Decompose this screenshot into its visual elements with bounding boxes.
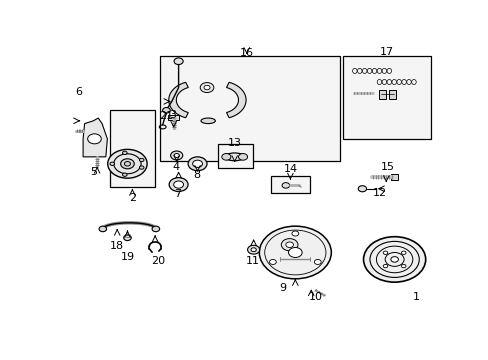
Circle shape	[174, 58, 183, 64]
Circle shape	[139, 166, 143, 169]
Bar	[379, 90, 386, 99]
Circle shape	[139, 158, 143, 162]
Circle shape	[174, 153, 179, 157]
Text: 1: 1	[412, 292, 419, 302]
Text: 18: 18	[110, 241, 124, 251]
Circle shape	[288, 247, 302, 257]
Circle shape	[285, 242, 293, 247]
Text: 9: 9	[279, 283, 286, 293]
Circle shape	[169, 177, 188, 192]
Circle shape	[259, 226, 331, 279]
Text: 13: 13	[227, 138, 241, 148]
Text: 19: 19	[120, 252, 134, 262]
Circle shape	[173, 181, 183, 188]
Text: 6: 6	[75, 87, 82, 97]
Text: 8: 8	[193, 170, 200, 180]
Circle shape	[238, 153, 247, 160]
Polygon shape	[83, 118, 107, 157]
Bar	[390, 174, 398, 180]
Ellipse shape	[224, 153, 244, 161]
Circle shape	[99, 226, 106, 232]
Circle shape	[401, 251, 405, 255]
Circle shape	[203, 85, 210, 90]
Circle shape	[110, 162, 114, 166]
Text: 3: 3	[169, 110, 176, 120]
Text: 15: 15	[380, 162, 394, 172]
Text: 7: 7	[174, 189, 181, 199]
Circle shape	[291, 231, 298, 236]
Bar	[388, 90, 395, 99]
Bar	[343, 56, 430, 139]
Circle shape	[282, 183, 289, 188]
Circle shape	[363, 237, 425, 282]
Text: 4: 4	[172, 162, 179, 172]
Text: 12: 12	[372, 188, 386, 198]
Circle shape	[383, 251, 387, 255]
Text: 5: 5	[90, 167, 97, 177]
Circle shape	[269, 260, 276, 265]
Circle shape	[314, 260, 321, 265]
Text: 10: 10	[308, 292, 322, 302]
Circle shape	[192, 160, 202, 167]
Circle shape	[122, 173, 127, 176]
Bar	[270, 176, 310, 193]
Circle shape	[123, 235, 131, 240]
Polygon shape	[226, 82, 245, 118]
Circle shape	[222, 153, 230, 160]
Circle shape	[383, 264, 387, 268]
Bar	[160, 56, 339, 161]
Circle shape	[121, 159, 134, 169]
Circle shape	[200, 82, 213, 93]
Circle shape	[163, 108, 170, 113]
Circle shape	[170, 151, 183, 160]
Circle shape	[401, 264, 405, 268]
Text: 14: 14	[283, 164, 297, 174]
Text: 2: 2	[128, 193, 136, 203]
Circle shape	[107, 149, 147, 178]
Circle shape	[358, 186, 366, 192]
Ellipse shape	[201, 118, 215, 123]
Polygon shape	[168, 82, 188, 118]
Circle shape	[188, 157, 206, 171]
Circle shape	[250, 248, 256, 252]
Circle shape	[122, 151, 127, 154]
Bar	[109, 110, 155, 187]
Bar	[218, 144, 252, 168]
Text: 17: 17	[379, 47, 393, 57]
Text: 20: 20	[150, 256, 164, 266]
Circle shape	[390, 257, 398, 262]
Text: 16: 16	[239, 48, 253, 58]
Circle shape	[247, 245, 259, 254]
Bar	[168, 115, 179, 120]
Circle shape	[152, 226, 159, 232]
Text: 21: 21	[159, 111, 173, 121]
Circle shape	[281, 239, 297, 251]
Circle shape	[87, 134, 101, 144]
Text: 11: 11	[245, 256, 259, 266]
